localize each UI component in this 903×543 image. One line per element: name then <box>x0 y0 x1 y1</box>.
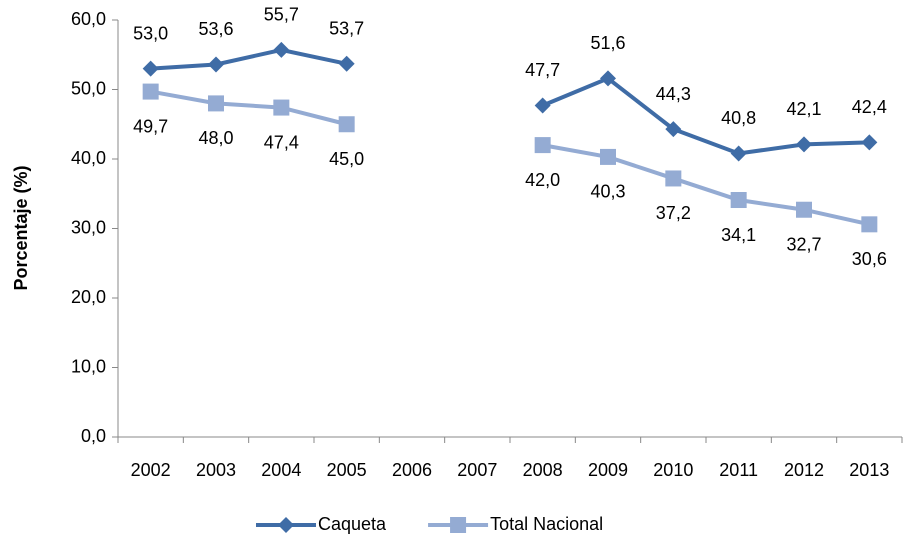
data-label: 44,3 <box>656 84 691 104</box>
x-tick-label: 2009 <box>588 460 628 480</box>
data-label: 48,0 <box>198 128 233 148</box>
data-point <box>534 137 551 154</box>
data-point <box>273 99 290 116</box>
x-tick-label: 2002 <box>131 460 171 480</box>
data-point <box>338 55 355 72</box>
series-line <box>150 89 870 227</box>
data-point <box>600 70 616 87</box>
x-tick-label: 2010 <box>653 460 693 480</box>
x-tick-label: 2006 <box>392 460 432 480</box>
data-label: 42,0 <box>525 170 560 190</box>
data-point <box>665 170 682 187</box>
data-label: 45,0 <box>329 149 364 169</box>
data-label: 53,7 <box>329 19 364 39</box>
x-tick-label: 2007 <box>457 460 497 480</box>
data-point <box>142 83 159 100</box>
data-point <box>273 41 290 58</box>
y-tick-label: 30,0 <box>71 217 106 237</box>
series-line <box>150 47 870 156</box>
x-tick-label: 2003 <box>196 460 236 480</box>
legend-label: Total Nacional <box>490 514 603 534</box>
y-axis-title: Porcentaje (%) <box>11 165 31 290</box>
data-label: 53,6 <box>198 19 233 39</box>
x-tick-label: 2004 <box>261 460 301 480</box>
y-tick-label: 0,0 <box>81 426 106 446</box>
data-label: 49,7 <box>133 116 168 136</box>
data-point <box>665 121 682 138</box>
data-point <box>861 134 878 151</box>
data-point <box>208 56 224 73</box>
y-tick-label: 60,0 <box>71 9 106 29</box>
data-point <box>208 95 224 112</box>
data-point <box>861 216 878 233</box>
legend-marker <box>278 517 294 533</box>
x-tick-label: 2008 <box>523 460 563 480</box>
data-label: 40,3 <box>590 182 625 202</box>
data-point <box>534 97 551 114</box>
data-label: 32,7 <box>786 234 821 254</box>
x-tick-label: 2013 <box>849 460 889 480</box>
legend-label: Caqueta <box>318 514 387 534</box>
y-tick-label: 10,0 <box>71 356 106 376</box>
data-label: 47,4 <box>264 132 299 152</box>
legend-marker <box>450 517 467 533</box>
data-point <box>730 192 747 209</box>
data-point <box>796 136 812 153</box>
data-label: 53,0 <box>133 23 168 43</box>
x-tick-label: 2011 <box>719 460 758 480</box>
data-point <box>600 148 616 165</box>
data-point <box>730 145 747 162</box>
y-tick-label: 50,0 <box>71 78 106 98</box>
data-label: 55,7 <box>264 5 299 25</box>
data-label: 34,1 <box>721 225 756 245</box>
data-label: 42,4 <box>852 97 887 117</box>
data-label: 37,2 <box>656 203 691 223</box>
x-tick-label: 2012 <box>784 460 824 480</box>
data-label: 40,8 <box>721 108 756 128</box>
data-point <box>796 201 812 218</box>
data-point <box>142 60 159 77</box>
y-tick-label: 20,0 <box>71 287 106 307</box>
data-point <box>338 116 355 133</box>
x-tick-label: 2005 <box>327 460 367 480</box>
data-label: 42,1 <box>786 99 821 119</box>
data-label: 51,6 <box>590 33 625 53</box>
data-label: 47,7 <box>525 60 560 80</box>
data-label: 30,6 <box>852 249 887 269</box>
y-tick-label: 40,0 <box>71 148 106 168</box>
